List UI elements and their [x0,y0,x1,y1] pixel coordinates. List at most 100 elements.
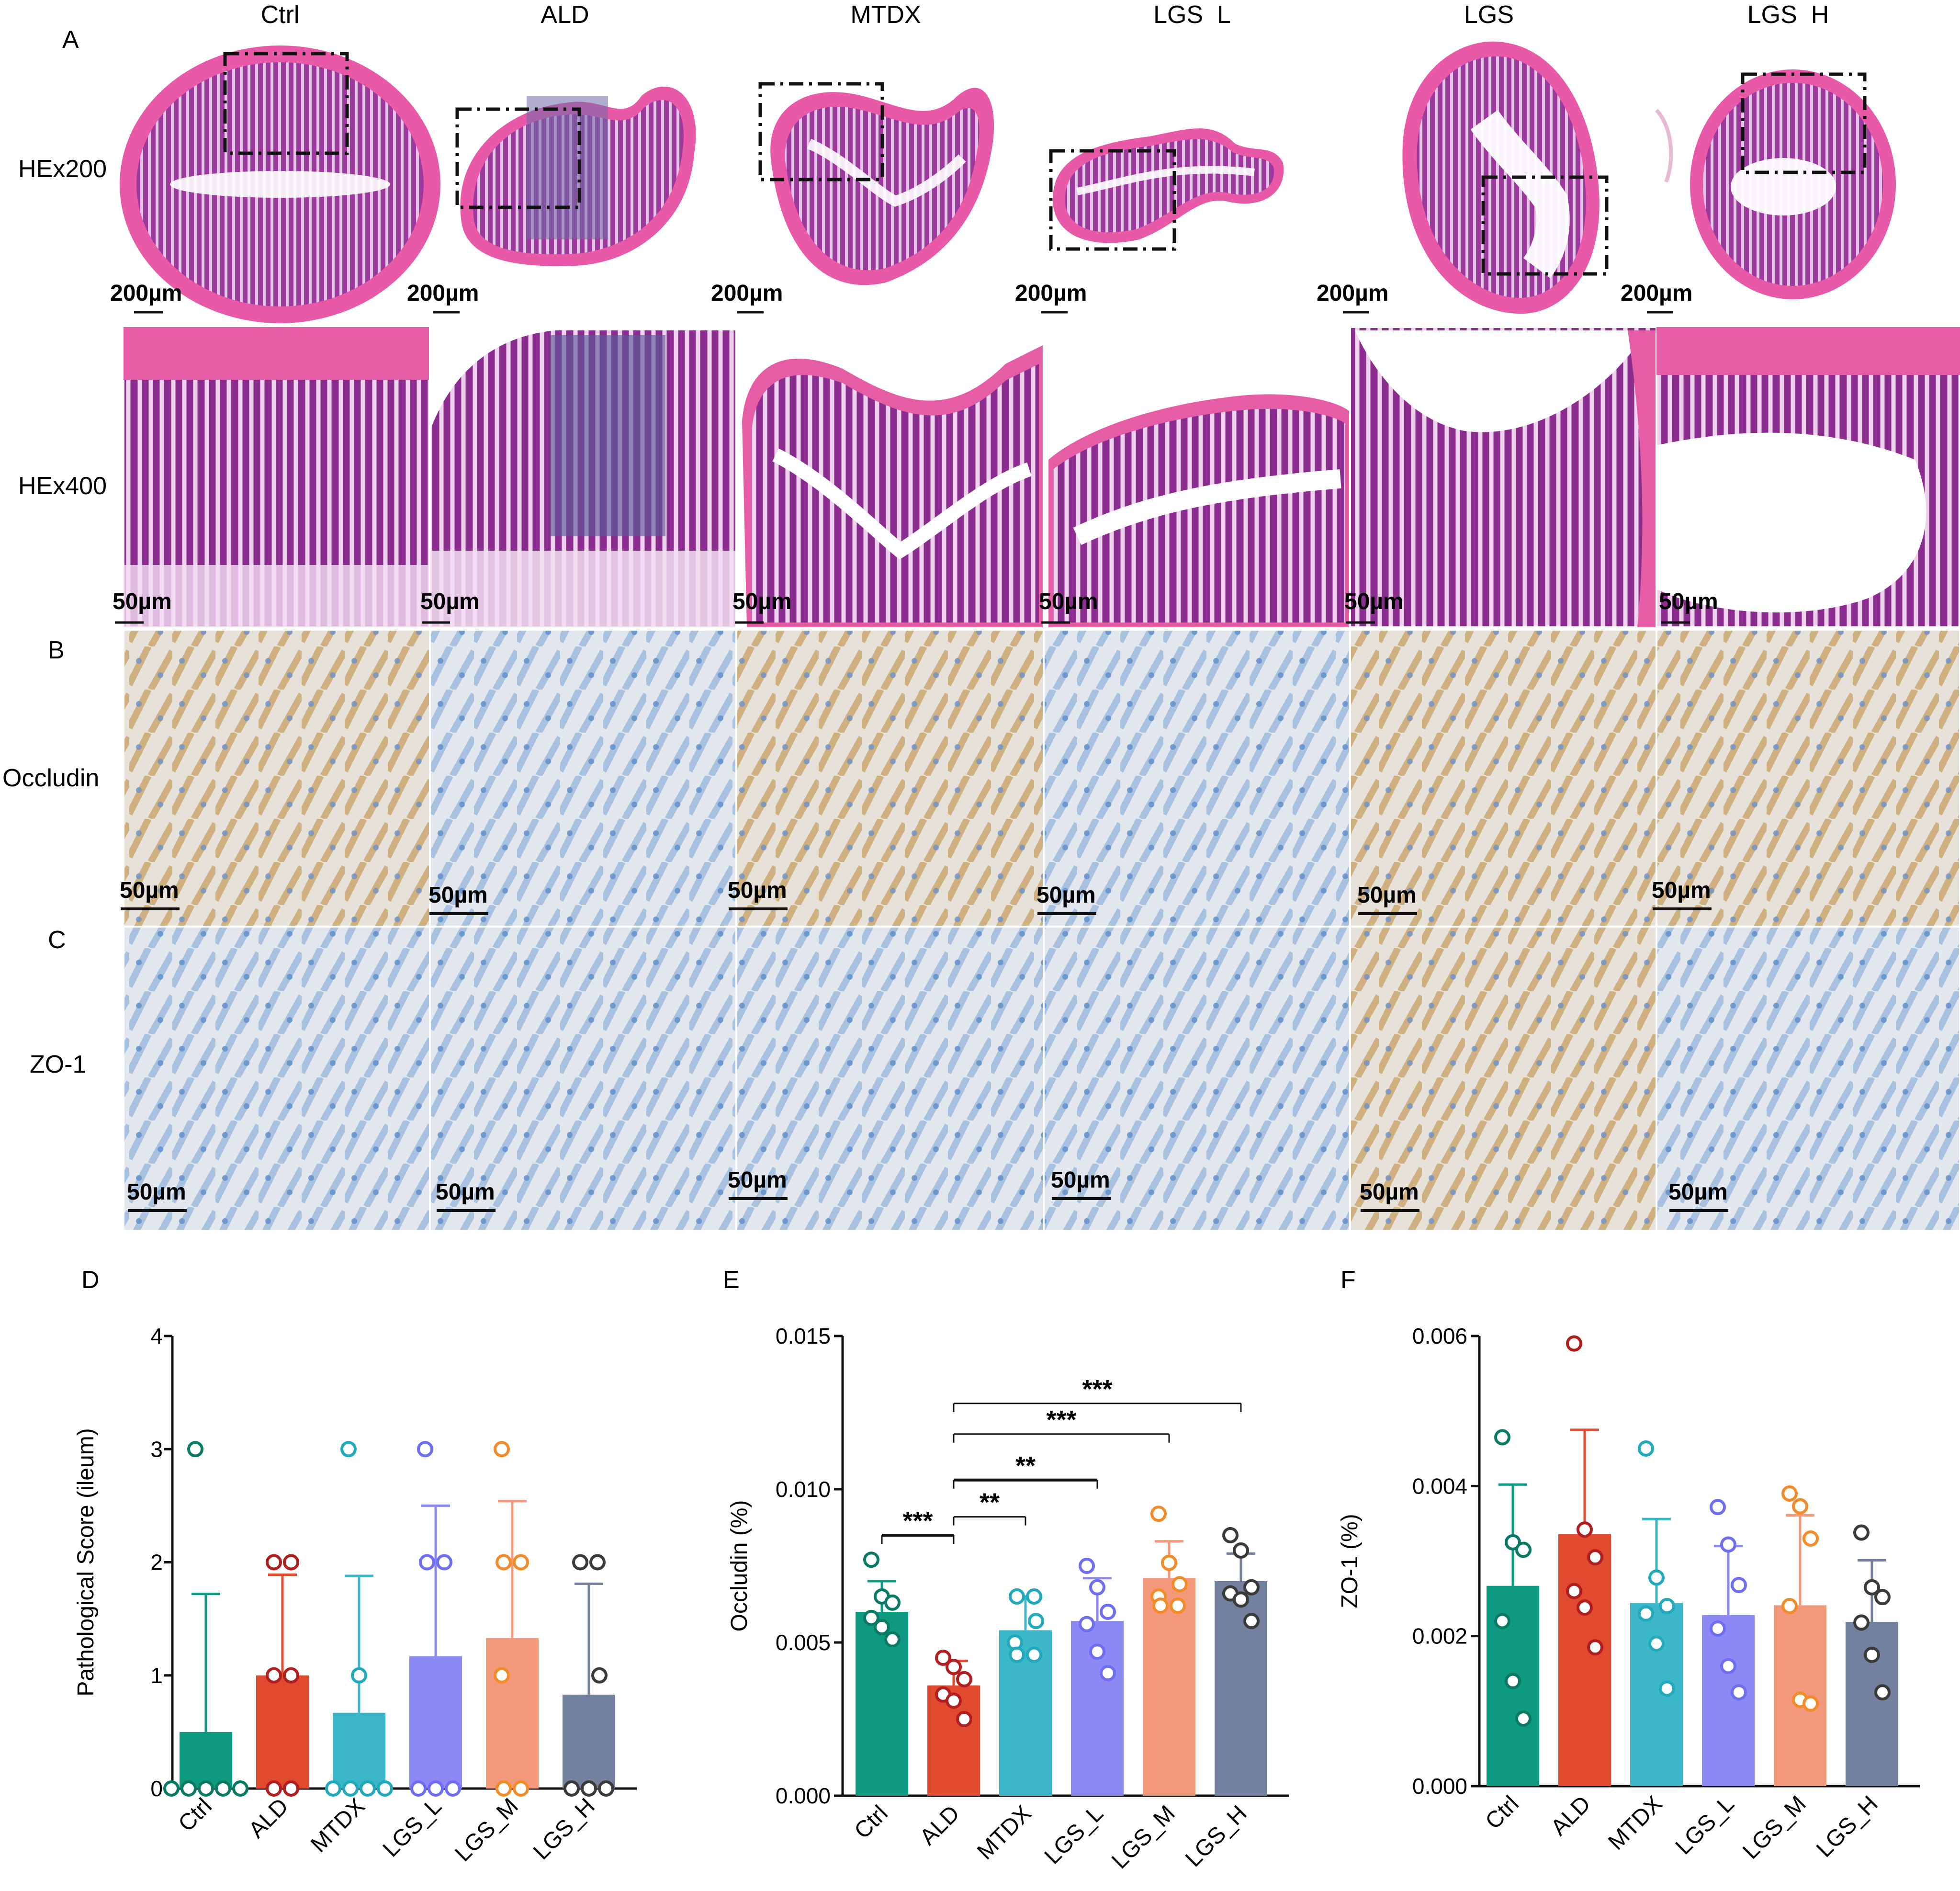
data-point [874,1619,890,1635]
he400-row: 50µm 50µm 50µm 50µm 50µm 50µm [113,326,1960,628]
zo1-image-ctrl [123,926,431,1232]
category-label: MTDX [1603,1791,1667,1855]
data-point [1170,1597,1186,1614]
panel-label-f: F [1340,1266,1356,1294]
data-point [494,1667,510,1684]
category-label: LGS_L [1671,1791,1739,1859]
bar [1630,1603,1683,1786]
bar [1558,1534,1611,1786]
panel-label-a: A [62,26,79,54]
significance-label: ** [1015,1451,1036,1480]
significance-label: ** [980,1488,1000,1517]
he200-image-lgs-h [1655,69,1896,299]
y-axis-label: ZO-1 (%) [1337,1514,1363,1608]
bar [1215,1581,1267,1796]
scale-bars-occludin: 50µm 50µm 50µm 50µm 50µm 50µm [120,878,1712,915]
data-point [1026,1646,1042,1663]
column-label: LGS [1464,1,1514,29]
data-point [1566,1583,1582,1599]
data-point [1577,1521,1593,1538]
data-point [1864,1579,1880,1596]
bar [333,1712,385,1789]
significance-label: *** [1046,1405,1076,1434]
data-point [1853,1524,1870,1541]
data-point [1171,1576,1188,1593]
bar [1143,1578,1195,1796]
data-point [946,1659,962,1676]
data-point [1874,1684,1891,1701]
occludin-image-mtdx [735,629,1045,928]
data-point [1494,1429,1510,1446]
category-label: MTDX [306,1793,370,1857]
y-tick-label: 0.000 [776,1783,831,1808]
y-tick-label: 0.015 [776,1324,831,1348]
data-point [283,1554,299,1571]
zo1-image-lgs-h [1656,926,1960,1232]
data-point [1731,1684,1747,1701]
category-label: LGS_M [1738,1791,1811,1864]
data-point [1243,1613,1260,1630]
scale-bar-label: 50µm [1668,1179,1728,1205]
scale-bar-label: 50µm [420,589,480,614]
category-label: MTDX [972,1800,1036,1865]
y-tick-label: 0.005 [776,1630,831,1655]
y-tick-label: 2 [150,1550,163,1575]
bar [256,1675,309,1789]
data-point [563,1780,580,1797]
bar [999,1630,1052,1796]
data-point [935,1650,951,1666]
scale-bar-label: 50µm [728,1167,787,1193]
he200-image-mtdx [758,82,994,285]
data-point [1587,1549,1603,1566]
significance-label: *** [902,1506,933,1535]
data-point [884,1594,901,1611]
data-point [1009,1588,1025,1605]
data-point [417,1441,433,1458]
data-point [1505,1673,1521,1689]
data-point [351,1667,367,1684]
data-point [946,1692,962,1709]
he400-image-lgs [1349,326,1657,628]
category-label: LGS_M [1107,1800,1180,1874]
bar [1702,1615,1755,1786]
data-point [1781,1598,1798,1614]
zo1-image-lgs-l [1043,926,1351,1232]
data-point [198,1780,214,1797]
data-point [496,1780,512,1797]
he400-image-mtdx [735,326,1045,628]
chart-pathological-score: 0 1 2 3 4 Pathological Score (ileum) Ctrl ALD MT… [73,1324,637,1867]
category-label: ALD [915,1800,965,1850]
data-point [1079,1616,1095,1632]
scale-bar-label: 50µm [113,589,172,614]
occludin-image-lgs-l [1043,629,1351,928]
row-label-he400: HEx400 [18,472,107,500]
scale-bar-label: 50µm [120,878,179,903]
y-tick-label: 0.002 [1412,1624,1467,1649]
scale-bar-label: 200µm [711,281,783,306]
occludin-image-ald [429,629,737,928]
data-point [419,1554,435,1571]
scale-bar-label: 50µm [1051,1167,1110,1193]
scale-bar-label: 50µm [436,1179,495,1205]
zo1-row: 50µm 50µm 50µm 50µm 50µm 50µm [123,926,1960,1232]
data-point [1515,1541,1532,1558]
data-point [863,1551,879,1568]
data-point [1781,1485,1798,1502]
scale-bar-label: 200µm [1317,281,1388,306]
row-label-occludin: Occludin [2,764,99,792]
data-point [1009,1646,1025,1663]
data-point [410,1780,427,1797]
data-point [1659,1598,1675,1614]
scale-bar-label: 200µm [1015,281,1087,306]
data-point [1028,1613,1044,1630]
he200-image-lgs-l [1049,128,1284,251]
data-point [1515,1710,1532,1727]
scale-bars-he400: 50µm 50µm 50µm 50µm 50µm 50µm [113,589,1718,624]
column-labels: Ctrl ALD MTDX LGS L LGS LGS H [261,1,1829,29]
data-point [1874,1589,1891,1606]
column-label: MTDX [850,1,921,29]
scale-bars-zo1: 50µm 50µm 50µm 50µm 50µm 50µm [127,1167,1728,1212]
data-point [513,1554,529,1571]
